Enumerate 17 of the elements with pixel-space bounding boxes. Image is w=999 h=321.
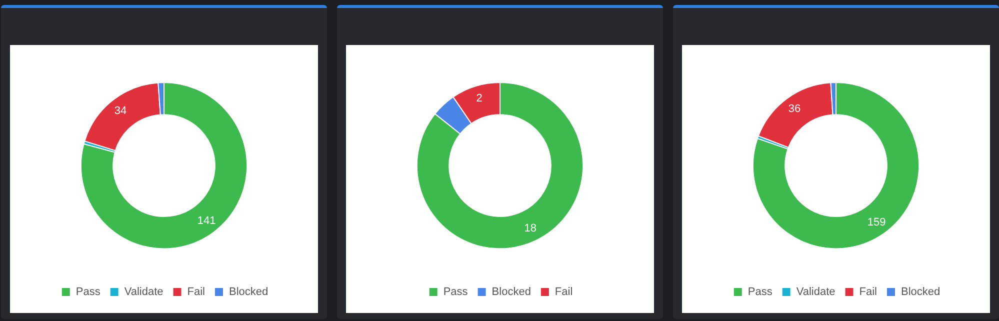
legend-label: Blocked [492, 286, 531, 298]
legend-label: Fail [554, 286, 573, 298]
data-label: 18 [524, 222, 536, 235]
legend-label: Validate [124, 286, 164, 298]
legend-label: Blocked [228, 286, 268, 298]
legend-label: Pass [76, 286, 101, 298]
data-label: 141 [197, 215, 216, 228]
legend-label: Fail [187, 286, 205, 298]
legend-label: Fail [859, 286, 877, 298]
data-label: 2 [476, 92, 482, 105]
legend-label: Validate [796, 286, 836, 298]
data-label: 34 [114, 104, 127, 117]
data-label: 36 [788, 103, 801, 116]
legend-label: Pass [748, 286, 773, 298]
legend-label: Blocked [900, 286, 940, 298]
data-label: 159 [867, 216, 886, 229]
legend-label: Pass [443, 286, 468, 298]
